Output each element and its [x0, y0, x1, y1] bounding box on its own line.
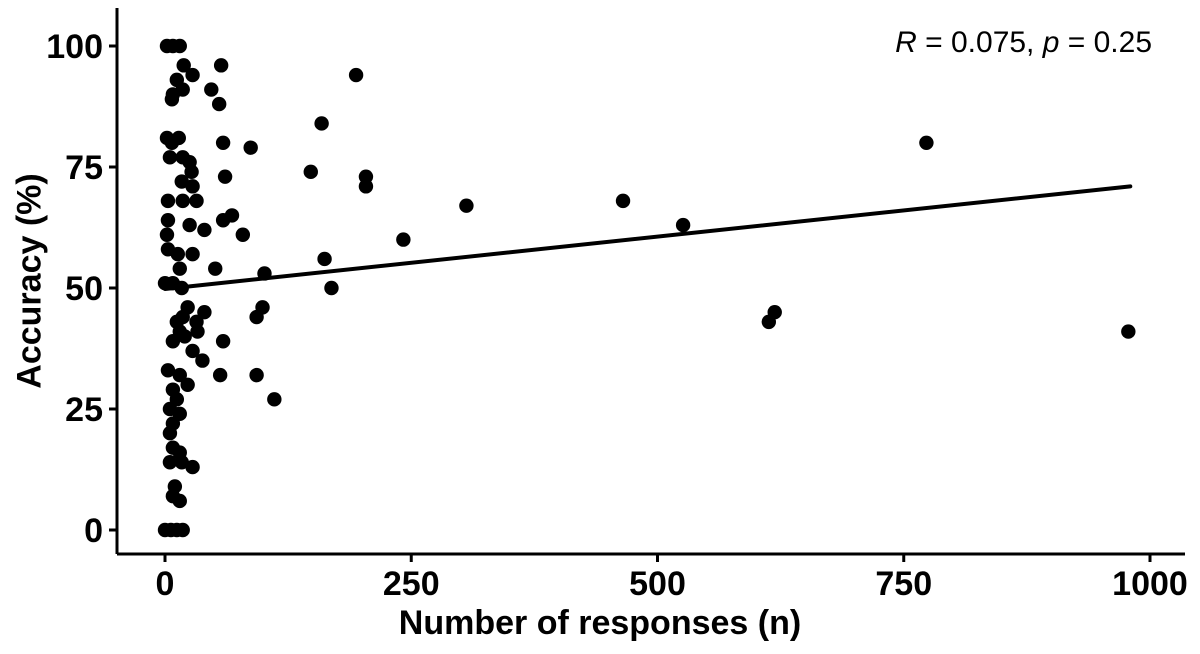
data-point: [174, 455, 189, 470]
data-point: [213, 58, 229, 73]
r-value: = 0.075,: [916, 26, 1043, 59]
data-point: [164, 92, 180, 107]
data-point: [675, 217, 691, 233]
data-point: [177, 329, 192, 344]
data-point: [189, 193, 204, 209]
p-value: = 0.25: [1059, 26, 1152, 59]
data-point: [257, 266, 272, 281]
data-point: [175, 193, 190, 209]
data-point: [195, 353, 210, 368]
data-point: [235, 227, 251, 242]
data-point: [172, 493, 187, 509]
x-tick-label: 0: [156, 565, 175, 603]
data-point: [162, 426, 178, 441]
data-point: [211, 96, 227, 112]
data-point: [204, 82, 219, 97]
data-point: [172, 38, 187, 54]
data-point: [317, 251, 332, 267]
data-point: [165, 334, 181, 349]
data-point: [162, 150, 178, 165]
p-symbol: p: [1042, 26, 1060, 59]
data-point: [324, 280, 339, 296]
data-point: [761, 314, 777, 330]
data-point: [176, 58, 191, 73]
data-point: [208, 261, 223, 276]
data-point: [172, 261, 187, 276]
data-point: [160, 193, 176, 209]
y-tick-label: 75: [65, 149, 103, 187]
data-point: [217, 169, 233, 184]
y-axis-title: Accuracy (%): [10, 173, 49, 389]
data-point: [249, 367, 264, 383]
data-point: [197, 222, 212, 238]
data-point: [615, 193, 631, 209]
data-point: [215, 135, 231, 150]
data-point: [185, 246, 200, 262]
data-point: [212, 367, 228, 383]
x-tick-label: 1000: [1112, 565, 1188, 603]
data-point: [267, 392, 282, 407]
data-point: [160, 363, 176, 378]
correlation-annotation: R = 0.075, p = 0.25: [895, 26, 1152, 60]
data-point: [348, 67, 364, 83]
data-point: [185, 459, 200, 475]
y-tick-label: 25: [65, 391, 103, 429]
data-point: [1121, 324, 1136, 339]
y-tick-label: 50: [65, 270, 103, 308]
data-point: [215, 213, 231, 228]
y-tick-label: 100: [46, 28, 103, 66]
data-point: [164, 135, 180, 150]
data-point: [185, 67, 200, 83]
data-point: [175, 522, 190, 538]
data-point: [185, 343, 200, 359]
data-point: [172, 367, 187, 383]
data-point: [182, 217, 197, 233]
data-point: [303, 164, 318, 180]
data-point: [180, 377, 195, 392]
data-point: [170, 246, 186, 262]
data-point: [919, 135, 934, 150]
data-point: [243, 140, 258, 155]
data-point: [174, 280, 189, 296]
x-tick-label: 250: [383, 565, 440, 603]
data-point: [190, 324, 205, 339]
data-point: [314, 116, 329, 131]
data-point: [185, 179, 200, 194]
y-tick-label: 0: [84, 512, 103, 550]
data-point: [249, 309, 264, 325]
data-point: [184, 164, 199, 180]
data-point: [159, 227, 175, 242]
x-tick-label: 750: [875, 565, 932, 603]
data-point: [160, 213, 176, 228]
x-axis-title: Number of responses (n): [398, 604, 802, 642]
x-tick-label: 500: [629, 565, 686, 603]
data-point: [162, 455, 178, 470]
data-point: [396, 232, 411, 247]
data-point: [197, 305, 212, 320]
data-point: [459, 198, 474, 213]
r-symbol: R: [895, 26, 917, 59]
data-point: [174, 174, 189, 189]
data-point: [358, 179, 374, 194]
data-point: [215, 334, 231, 349]
trend-line: [163, 184, 1133, 291]
